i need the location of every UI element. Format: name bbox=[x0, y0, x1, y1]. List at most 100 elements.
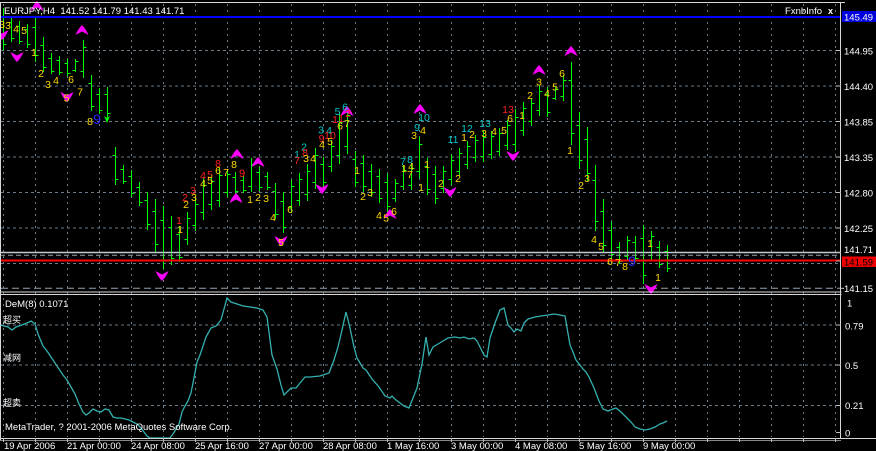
svg-text:5: 5 bbox=[383, 212, 389, 224]
svg-text:2: 2 bbox=[360, 191, 366, 203]
svg-text:1: 1 bbox=[247, 194, 253, 206]
svg-text:0: 0 bbox=[845, 429, 850, 440]
svg-text:4: 4 bbox=[420, 125, 426, 137]
svg-text:0.79: 0.79 bbox=[845, 321, 864, 332]
svg-text:DeM(8) 0.1071: DeM(8) 0.1071 bbox=[5, 299, 68, 310]
svg-text:2: 2 bbox=[455, 173, 461, 185]
svg-text:1: 1 bbox=[567, 145, 573, 157]
svg-text:141.71: 141.71 bbox=[844, 245, 873, 256]
svg-text:8: 8 bbox=[302, 147, 308, 159]
svg-text:6: 6 bbox=[507, 113, 513, 125]
svg-text:10: 10 bbox=[418, 112, 430, 124]
svg-text:1: 1 bbox=[177, 224, 183, 236]
svg-text:3 May 00:00: 3 May 00:00 bbox=[451, 441, 503, 451]
svg-text:6: 6 bbox=[68, 74, 74, 86]
svg-text:3: 3 bbox=[411, 130, 417, 142]
svg-text:5: 5 bbox=[327, 136, 333, 148]
svg-text:4: 4 bbox=[491, 126, 497, 138]
svg-text:1: 1 bbox=[418, 182, 424, 194]
svg-text:4 May 08:00: 4 May 08:00 bbox=[515, 441, 567, 451]
svg-text:1: 1 bbox=[31, 47, 37, 59]
svg-text:1: 1 bbox=[647, 238, 653, 250]
svg-text:5: 5 bbox=[335, 106, 341, 118]
svg-text:1: 1 bbox=[332, 114, 338, 126]
svg-text:9: 9 bbox=[239, 168, 245, 180]
svg-text:1: 1 bbox=[655, 272, 661, 284]
svg-text:5: 5 bbox=[598, 241, 604, 253]
svg-text:3: 3 bbox=[318, 124, 324, 136]
svg-text:3: 3 bbox=[508, 104, 514, 116]
svg-text:9: 9 bbox=[628, 253, 636, 269]
svg-text:1: 1 bbox=[502, 104, 508, 116]
svg-text:13: 13 bbox=[479, 118, 491, 130]
svg-text:3: 3 bbox=[367, 187, 373, 199]
svg-text:3: 3 bbox=[536, 76, 542, 88]
svg-text:10: 10 bbox=[324, 130, 336, 142]
svg-text:6: 6 bbox=[559, 68, 565, 80]
svg-text:8: 8 bbox=[215, 158, 221, 170]
svg-text:1: 1 bbox=[519, 110, 525, 122]
svg-text:8: 8 bbox=[622, 261, 628, 273]
svg-text:5: 5 bbox=[207, 169, 213, 181]
svg-text:9: 9 bbox=[319, 133, 325, 145]
svg-text:5: 5 bbox=[21, 25, 27, 37]
svg-text:4: 4 bbox=[310, 153, 316, 165]
svg-text:1: 1 bbox=[461, 132, 467, 144]
svg-text:5 May 16:00: 5 May 16:00 bbox=[579, 441, 631, 451]
svg-text:2: 2 bbox=[527, 90, 533, 102]
svg-text:1: 1 bbox=[176, 215, 182, 227]
svg-text:3: 3 bbox=[303, 153, 309, 165]
svg-text:9 May 00:00: 9 May 00:00 bbox=[643, 441, 695, 451]
svg-text:减网: 减网 bbox=[3, 352, 21, 363]
svg-text:28 Apr 08:00: 28 Apr 08:00 bbox=[323, 441, 377, 451]
svg-text:7: 7 bbox=[344, 118, 350, 130]
svg-text:超买: 超买 bbox=[3, 314, 21, 325]
svg-text:2: 2 bbox=[438, 178, 444, 190]
svg-text:8: 8 bbox=[407, 154, 413, 166]
svg-text:4: 4 bbox=[326, 125, 332, 137]
svg-text:4: 4 bbox=[13, 23, 19, 35]
svg-text:27 Apr 00:00: 27 Apr 00:00 bbox=[259, 441, 313, 451]
svg-text:4: 4 bbox=[376, 210, 382, 222]
svg-text:7: 7 bbox=[615, 257, 621, 269]
svg-text:19 Apr 2006: 19 Apr 2006 bbox=[4, 441, 55, 451]
svg-text:0.21: 0.21 bbox=[845, 401, 864, 412]
svg-text:6: 6 bbox=[215, 165, 221, 177]
svg-text:x: x bbox=[828, 6, 833, 16]
svg-text:EURJPY,H4 141.52 141.79 141.4: EURJPY,H4 141.52 141.79 141.43 141.71 bbox=[4, 6, 184, 17]
svg-text:9: 9 bbox=[414, 122, 420, 134]
svg-text:3: 3 bbox=[5, 20, 11, 32]
svg-text:2: 2 bbox=[345, 108, 351, 120]
svg-text:2: 2 bbox=[255, 192, 261, 204]
svg-text:MetaTrader, ? 2001-2006 MetaQu: MetaTrader, ? 2001-2006 MetaQuotes Softw… bbox=[5, 422, 232, 433]
svg-text:1: 1 bbox=[294, 149, 300, 161]
svg-text:143.35: 143.35 bbox=[844, 153, 873, 164]
svg-text:2: 2 bbox=[578, 180, 584, 192]
svg-text:8: 8 bbox=[231, 159, 237, 171]
svg-text:141.59: 141.59 bbox=[844, 258, 873, 269]
svg-text:145.49: 145.49 bbox=[844, 13, 873, 24]
svg-text:24 Apr 08:00: 24 Apr 08:00 bbox=[131, 441, 185, 451]
svg-text:5: 5 bbox=[552, 81, 558, 93]
svg-text:3: 3 bbox=[190, 185, 196, 197]
svg-text:7: 7 bbox=[294, 155, 300, 167]
svg-text:144.95: 144.95 bbox=[844, 47, 873, 58]
svg-text:11: 11 bbox=[448, 134, 459, 146]
svg-text:超卖: 超卖 bbox=[3, 397, 21, 408]
svg-text:143.85: 143.85 bbox=[844, 118, 873, 129]
svg-text:4: 4 bbox=[408, 161, 414, 173]
svg-text:3: 3 bbox=[263, 193, 269, 205]
svg-text:7: 7 bbox=[223, 167, 229, 179]
svg-text:142.80: 142.80 bbox=[844, 189, 873, 200]
svg-text:3: 3 bbox=[191, 192, 197, 204]
svg-text:3: 3 bbox=[45, 79, 51, 91]
svg-text:7: 7 bbox=[407, 169, 413, 181]
svg-text:4: 4 bbox=[200, 178, 206, 190]
svg-text:1: 1 bbox=[338, 113, 344, 125]
svg-text:6: 6 bbox=[287, 204, 293, 216]
svg-text:4: 4 bbox=[319, 139, 325, 151]
svg-text:6: 6 bbox=[342, 101, 348, 113]
svg-text:7: 7 bbox=[77, 86, 83, 98]
svg-text:1: 1 bbox=[424, 159, 430, 171]
svg-text:142.25: 142.25 bbox=[844, 224, 873, 235]
